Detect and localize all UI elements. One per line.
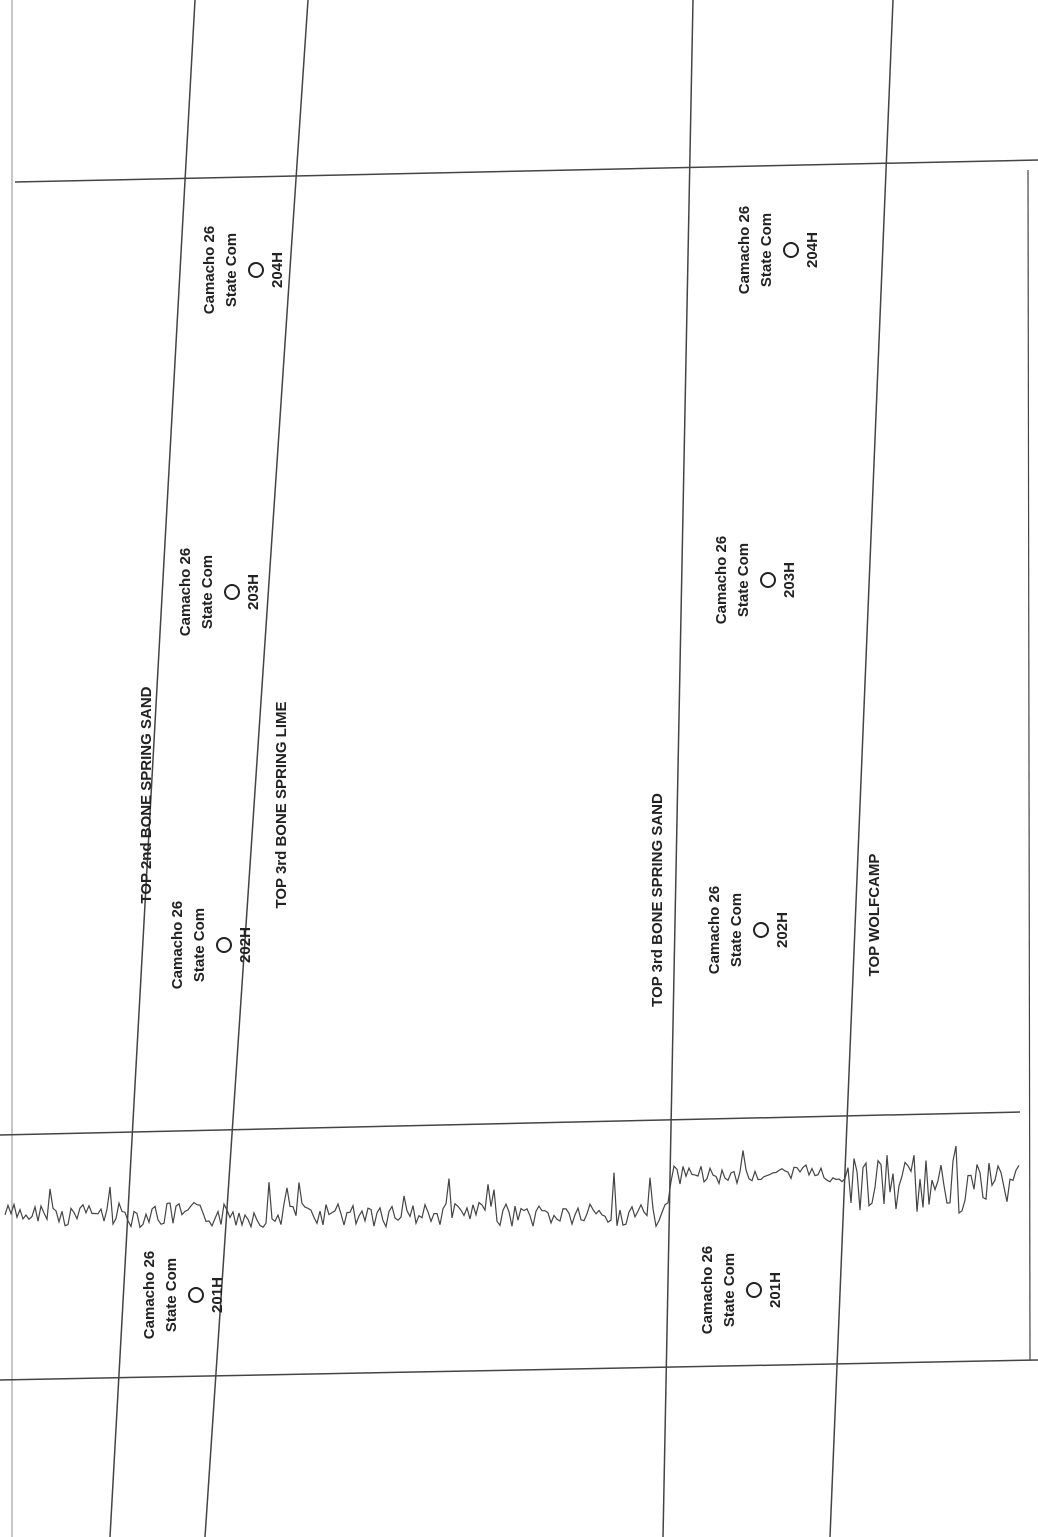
well-name: Camacho 26 [169,901,186,989]
border-line [1027,169,1031,1361]
well-name: Camacho 26 [736,206,753,294]
well-symbol [760,572,776,588]
well-symbol [753,922,769,938]
well-name: Camacho 26 [699,1246,716,1334]
well-symbol [188,1287,204,1303]
well-symbol [746,1282,762,1298]
well-number: 203H [245,574,262,610]
formation-line [662,0,694,1537]
formation-label: TOP 2nd BONE SPRING SAND [138,686,155,903]
well-name: Camacho 26 [141,1251,158,1339]
well-sub: State Com [758,213,775,287]
formation-line [204,0,309,1537]
well-symbol [216,937,232,953]
well-symbol [783,242,799,258]
well-sub: State Com [721,1253,738,1327]
well-sub: State Com [728,893,745,967]
formation-line [109,0,196,1537]
formation-line [829,0,894,1537]
well-number: 204H [804,232,821,268]
well-symbol [224,584,240,600]
well-name: Camacho 26 [713,536,730,624]
well-number: 202H [237,927,254,963]
section-line [0,1111,1021,1136]
well-sub: State Com [223,233,240,307]
well-sub: State Com [199,555,216,629]
log-trace [4,1145,1020,1229]
well-name: Camacho 26 [201,226,218,314]
well-name: Camacho 26 [177,548,194,636]
formation-label: TOP 3rd BONE SPRING LIME [273,702,290,909]
well-name: Camacho 26 [706,886,723,974]
well-number: 202H [774,912,791,948]
well-number: 203H [781,562,798,598]
well-sub: State Com [191,908,208,982]
well-number: 204H [269,252,286,288]
well-number: 201H [767,1272,784,1308]
formation-label: TOP WOLFCAMP [866,854,883,977]
well-number: 201H [209,1277,226,1313]
section-line [0,1359,1038,1381]
well-sub: State Com [163,1258,180,1332]
formation-label: TOP 3rd BONE SPRING SAND [649,793,666,1007]
well-sub: State Com [735,543,752,617]
well-symbol [248,262,264,278]
